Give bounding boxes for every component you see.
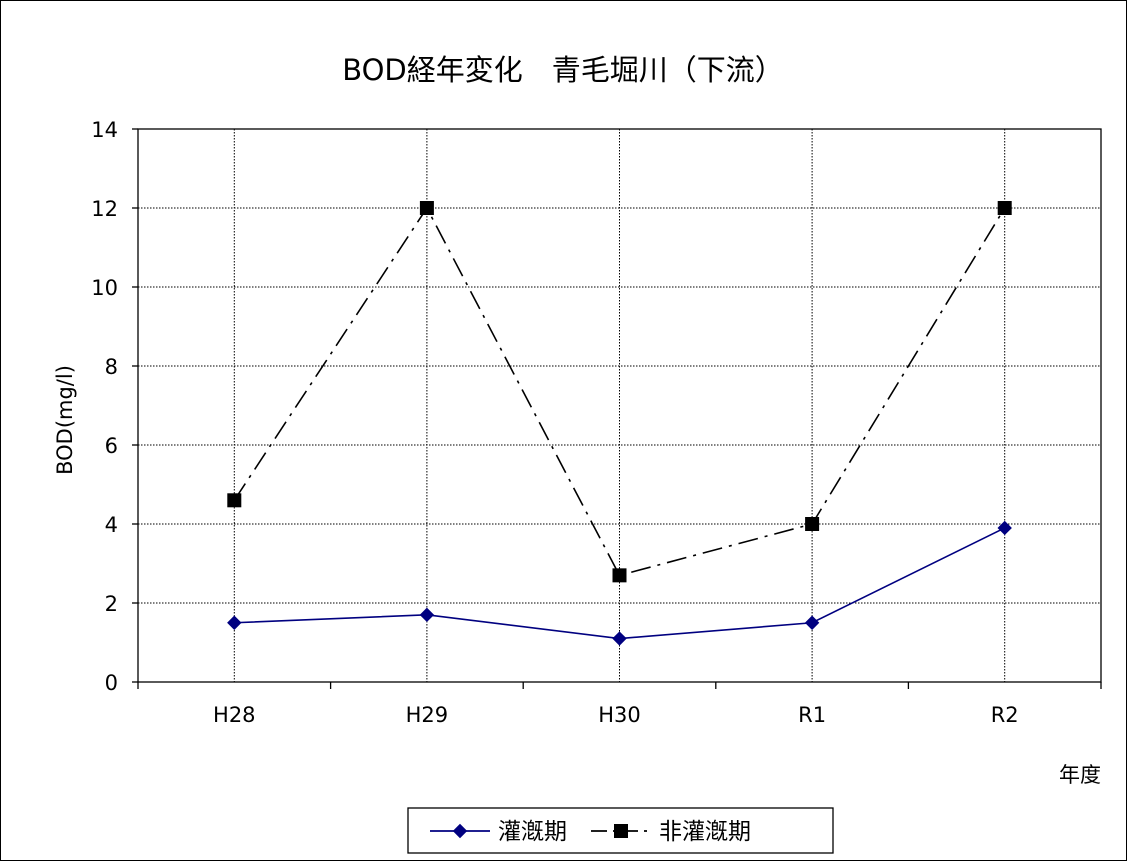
legend-item: 非灌漑期 bbox=[591, 819, 751, 845]
x-tick-label: R2 bbox=[991, 703, 1019, 727]
y-tick-label: 6 bbox=[105, 434, 118, 458]
x-tick-label: H30 bbox=[598, 703, 641, 727]
grid bbox=[138, 129, 1101, 682]
data-point bbox=[612, 568, 627, 583]
y-tick-label: 0 bbox=[105, 671, 118, 695]
legend-marker bbox=[614, 824, 628, 838]
series bbox=[227, 201, 1012, 646]
y-tick-label: 12 bbox=[91, 197, 118, 221]
data-point bbox=[419, 607, 435, 623]
data-point bbox=[997, 201, 1012, 215]
series-2 bbox=[227, 201, 1012, 583]
y-tick-label: 4 bbox=[105, 513, 118, 537]
y-tick-label: 2 bbox=[105, 592, 118, 616]
legend-marker bbox=[452, 823, 468, 839]
x-axis-title: 年度 bbox=[1059, 763, 1101, 787]
x-tick-label: H28 bbox=[213, 703, 256, 727]
legend: 灌漑期 非灌漑期 bbox=[407, 807, 834, 854]
y-tick-label: 14 bbox=[91, 118, 118, 142]
data-point bbox=[419, 201, 434, 215]
x-tick-label: H29 bbox=[406, 703, 449, 727]
data-point bbox=[997, 520, 1012, 536]
legend-items: 灌漑期 非灌漑期 bbox=[430, 819, 751, 845]
chart-title: BOD経年変化 青毛堀川（下流） bbox=[342, 53, 784, 87]
data-point bbox=[804, 615, 820, 630]
axis-ticks: 0 2 4 6 8 10 12 14 H28 H29 H30 R1 R2 bbox=[91, 118, 1102, 727]
data-point bbox=[612, 631, 627, 646]
data-point bbox=[227, 615, 242, 630]
series-1 bbox=[227, 520, 1012, 646]
y-tick-label: 8 bbox=[105, 355, 118, 379]
data-point bbox=[805, 517, 820, 531]
legend-label: 灌漑期 bbox=[498, 819, 567, 845]
series-line bbox=[233, 206, 1006, 577]
x-tick-label: R1 bbox=[798, 703, 826, 727]
y-tick-label: 10 bbox=[91, 276, 118, 300]
plot-area bbox=[137, 128, 1102, 683]
legend-item: 灌漑期 bbox=[430, 819, 567, 845]
data-point bbox=[227, 493, 242, 508]
legend-label: 非灌漑期 bbox=[659, 819, 751, 845]
y-axis-title: BOD(mg/l) bbox=[53, 365, 77, 475]
